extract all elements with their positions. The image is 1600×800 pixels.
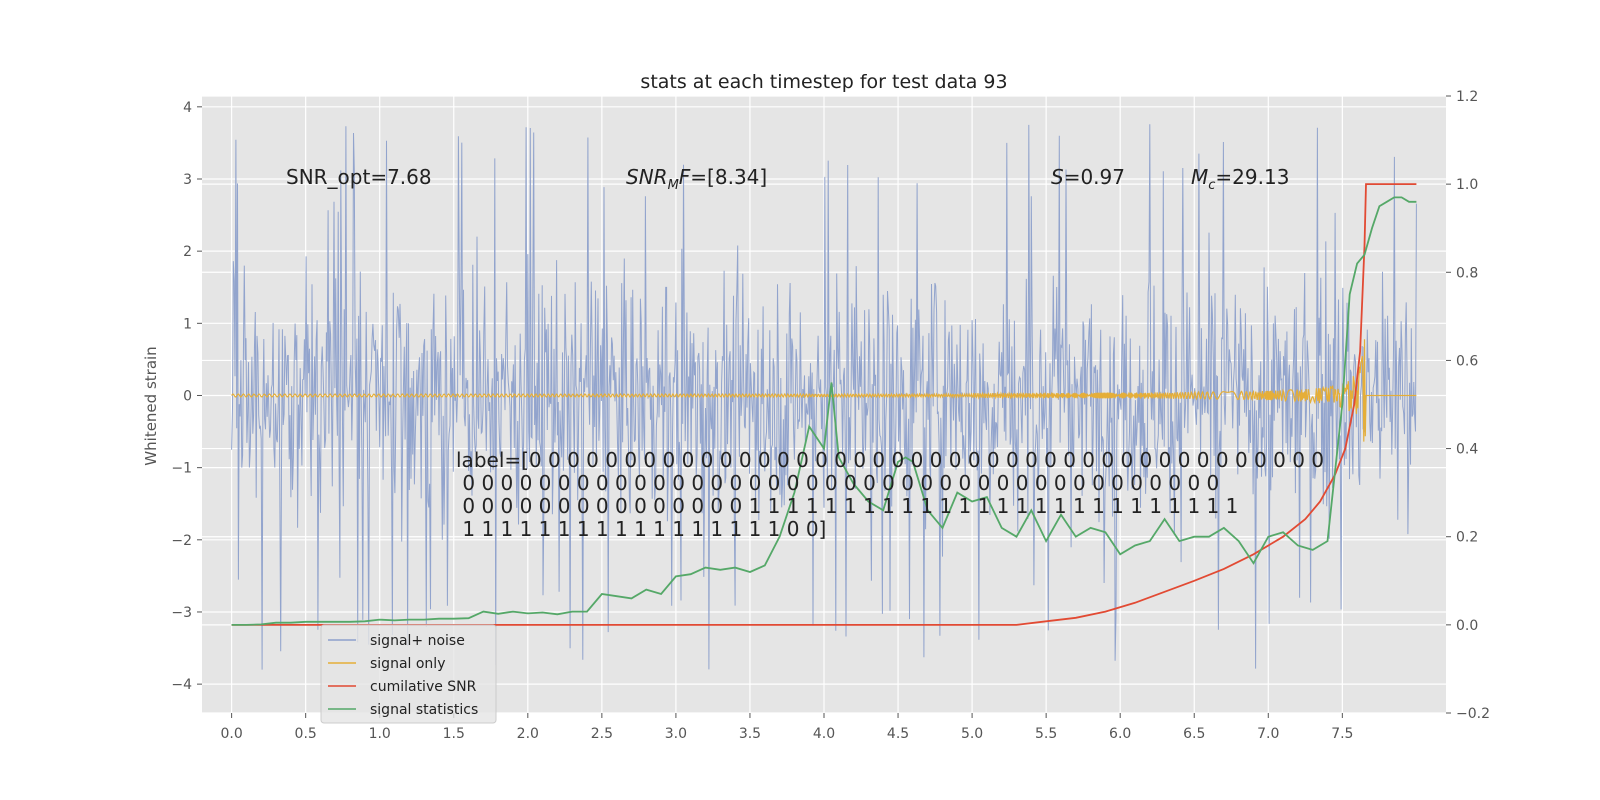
snr-mf-subscript: M: [668, 178, 679, 193]
x-tick-label: 4.0: [813, 726, 835, 742]
signal-statistics-line: [231, 196, 1417, 626]
x-tick-label: 7.5: [1331, 726, 1353, 742]
x-axis: 0.0 0.5 1.0 1.5 2.0 2.5 3.0 3.5 4.0 4.5 5.0 5.5 6.0 6…: [220, 713, 1353, 742]
signal-plus-noise-line: [231, 124, 1417, 670]
legend-label-signal-plus-noise: signal+ noise: [370, 633, 465, 649]
y-right-tick-label: 0.6: [1456, 353, 1478, 369]
snr-opt-annotation: SNR_opt=7.68: [286, 165, 432, 189]
y-left-tick-label: −1: [171, 461, 192, 477]
y-axis-right: 1.2 1.0 0.8 0.6 0.4 0.2 0.0 −0.2: [1446, 89, 1490, 722]
snr-mf-symbol: SNR: [626, 165, 668, 189]
cumilative-snr-line: [231, 183, 1417, 626]
mc-value: =29.13: [1215, 165, 1289, 189]
signal-only-line: [231, 339, 1417, 442]
y-right-tick-label: 0.8: [1456, 265, 1478, 281]
x-tick-label: 2.5: [591, 726, 613, 742]
snr-mf-value: =[8.34]: [690, 165, 767, 189]
y-right-tick-label: 0.2: [1456, 530, 1478, 546]
label-line-2: 0 0 0 0 0 0 0 0 0 0 0 0 0 0 0 0 0 0 0 0 …: [456, 471, 1219, 495]
y-axis-left: 4 3 2 1 0 −1 −2 −3 −4: [171, 100, 202, 693]
mc-subscript: c: [1208, 178, 1215, 193]
x-tick-label: 3.0: [665, 726, 687, 742]
legend-label-signal-statistics: signal statistics: [370, 702, 478, 718]
y-left-tick-label: −4: [171, 677, 192, 693]
y-left-tick-label: −3: [171, 605, 192, 621]
series-signal-plus-noise: [231, 124, 1417, 670]
x-tick-label: 6.5: [1183, 726, 1205, 742]
s-symbol: S: [1051, 165, 1064, 189]
chart-title: stats at each timestep for test data 93: [640, 71, 1007, 93]
y-left-tick-label: 2: [183, 244, 192, 260]
x-tick-label: 2.0: [517, 726, 539, 742]
label-line-3: 0 0 0 0 0 0 0 0 0 0 0 0 0 0 0 1 1 1 1 1 …: [456, 494, 1238, 518]
y-right-tick-label: −0.2: [1456, 706, 1490, 722]
series-lines: [231, 183, 1417, 626]
y-left-tick-label: 4: [183, 100, 192, 116]
y-right-tick-label: 0.4: [1456, 442, 1478, 458]
legend-label-cumilative-snr: cumilative SNR: [370, 679, 477, 695]
y-right-tick-label: 0.0: [1456, 618, 1478, 634]
x-tick-label: 5.5: [1035, 726, 1057, 742]
y-left-tick-label: 3: [183, 172, 192, 188]
mc-annotation: Mc=29.13: [1191, 165, 1289, 193]
label-line-1: label=[0 0 0 0 0 0 0 0 0 0 0 0 0 0 0 0 0…: [456, 448, 1324, 472]
x-tick-label: 1.0: [369, 726, 391, 742]
legend: signal+ noise signal only cumilative SNR…: [320, 624, 497, 724]
s-annotation: S=0.97: [1051, 165, 1125, 189]
y-left-tick-label: −2: [171, 533, 192, 549]
y-right-tick-label: 1.0: [1456, 177, 1478, 193]
x-tick-label: 4.5: [887, 726, 909, 742]
x-tick-label: 3.5: [739, 726, 761, 742]
x-tick-label: 0.0: [220, 726, 242, 742]
snr-mf-f: F: [679, 165, 691, 189]
label-line-4: 1 1 1 1 1 1 1 1 1 1 1 1 1 1 1 1 1 0 0]: [456, 517, 826, 541]
x-tick-label: 6.0: [1109, 726, 1131, 742]
legend-label-signal-only: signal only: [370, 656, 445, 672]
series-signal-only: [231, 339, 1417, 442]
snr-mf-annotation: SNRMF=[8.34]: [626, 165, 767, 193]
y-left-tick-label: 0: [183, 388, 192, 404]
x-tick-label: 1.5: [443, 726, 465, 742]
y-axis-label: Whitened strain: [142, 346, 160, 465]
y-right-tick-label: 1.2: [1456, 89, 1478, 105]
legend-box: [320, 624, 497, 724]
s-value: =0.97: [1064, 165, 1125, 189]
x-tick-label: 5.0: [961, 726, 983, 742]
y-left-tick-label: 1: [183, 316, 192, 332]
x-tick-label: 0.5: [295, 726, 317, 742]
x-tick-label: 7.0: [1257, 726, 1279, 742]
mc-symbol: M: [1191, 165, 1208, 189]
